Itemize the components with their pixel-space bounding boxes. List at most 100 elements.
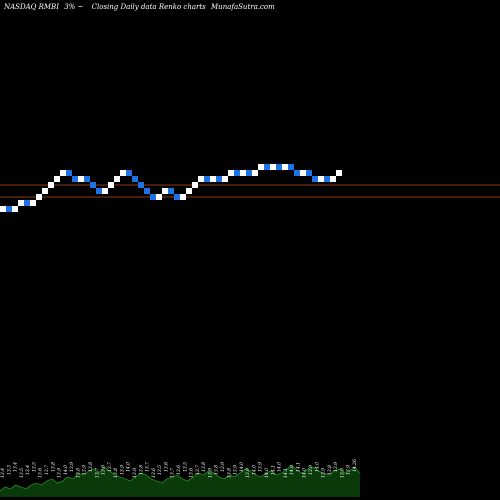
renko-brick [132,176,138,182]
renko-brick [252,170,258,176]
volume-price-label: 13.7 [107,462,113,472]
renko-brick [294,170,300,176]
renko-brick [324,176,330,182]
volume-price-label: 13.9 [333,462,339,472]
volume-price-label: 13.8 [214,465,220,475]
renko-brick [108,182,114,188]
renko-brick [240,170,246,176]
volume-labels: 13.4 13.3 13.413.5 13.4 13.513.6 13.7 13.813.9… [0,459,358,478]
volume-price-label: 13.9 [346,465,352,475]
volume-price-label: 13.9 [308,465,314,475]
header-change-glyph: ~ [78,3,84,11]
renko-brick [84,176,90,182]
renko-brick [66,170,72,176]
volume-price-label: 14.0 [302,468,308,478]
volume-price-label: 13.5 [182,462,188,472]
volume-price-label: 13.5 [31,462,37,472]
volume-line [0,464,361,492]
renko-brick [72,176,78,182]
renko-brick [192,182,198,188]
volume-price-label: 14.0 [314,462,320,472]
header-chart-type: Closing Daily data Renko charts [92,3,207,11]
volume-area [0,465,360,497]
renko-bricks [0,164,342,212]
volume-price-label: 14.0 [63,465,69,475]
renko-brick [30,200,36,206]
renko-brick [18,200,24,206]
renko-brick [276,164,282,170]
renko-brick [24,200,30,206]
volume-price-label: 14.0 [264,468,270,478]
renko-brick [114,176,120,182]
volume-price-label: 13.8 [339,468,345,478]
chart-header: NASDAQ RMBI 3% ~ Closing Daily data Renk… [3,3,275,11]
volume-price-label: 13.8 [201,462,207,472]
renko-brick [330,176,336,182]
volume-price-label: 13.6 [163,462,169,472]
volume-price-label: 14.0 [126,462,132,472]
volume-price-label: 13.9 [258,462,264,472]
volume-price-label: 13.9 [132,468,138,478]
volume-price-label: 13.8 [50,462,56,472]
renko-brick [162,188,168,194]
renko-brick [138,182,144,188]
renko-brick [180,194,186,200]
volume-price-label: 13.7 [170,468,176,478]
renko-brick [36,194,42,200]
volume-price-label: 13.8 [75,468,81,478]
renko-brick [246,170,252,176]
volume-price-label: 13.6 [189,468,195,478]
volume-price-label: 13.9 [220,462,226,472]
volume-price-label: 13.6 [38,468,44,478]
volume-price-label: 13.7 [44,465,50,475]
header-site: MunafaSutra.com [210,3,275,11]
renko-brick [174,194,180,200]
volume-price-label: 13.5 [157,465,163,475]
volume-price-label: 13.6 [101,465,107,475]
volume-price-label: 14.0 [251,465,257,475]
renko-brick [78,176,84,182]
volume-price-label: 14.0 [277,462,283,472]
renko-brick [96,188,102,194]
renko-brick [48,182,54,188]
volume-price-label: 13.9 [57,468,63,478]
volume-price-label: 14.26 [352,459,358,472]
renko-brick [150,194,156,200]
renko-brick [42,188,48,194]
renko-brick [6,206,12,212]
volume-panel [0,464,361,497]
volume-price-label: 13.4 [0,468,6,478]
renko-brick [144,188,150,194]
renko-brick [60,170,66,176]
volume-price-label: 13.7 [94,468,100,478]
volume-price-label: 13.8 [327,465,333,475]
volume-price-label: 13.8 [138,465,144,475]
renko-brick [312,176,318,182]
renko-brick [0,206,6,212]
volume-price-label: 13.3 [6,465,12,475]
renko-brick [204,176,210,182]
header-ticker: NASDAQ RMBI [3,3,59,11]
volume-price-label: 13.9 [245,468,251,478]
renko-brick [228,170,234,176]
renko-brick [186,188,192,194]
renko-brick [306,170,312,176]
volume-price-label: 13.9 [69,462,75,472]
volume-price-label: 13.4 [25,465,31,475]
renko-brick [156,194,162,200]
renko-brick [168,188,174,194]
level-lines [0,184,500,198]
renko-brick [300,170,306,176]
volume-price-label: 13.9 [119,465,125,475]
volume-price-label: 13.9 [82,465,88,475]
renko-brick [126,170,132,176]
volume-price-label: 13.8 [226,468,232,478]
renko-brick [12,206,18,212]
volume-price-label: 13.9 [207,468,213,478]
volume-price-label: 13.9 [233,465,239,475]
volume-price-label: 13.6 [176,465,182,475]
volume-price-label: 13.4 [13,462,19,472]
volume-price-label: 13.7 [145,462,151,472]
